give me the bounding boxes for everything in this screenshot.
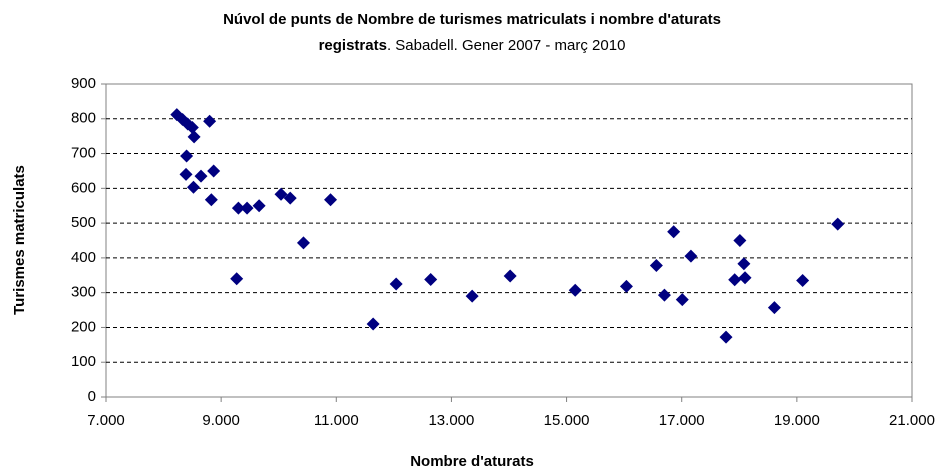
x-tick-label: 7.000 xyxy=(87,412,125,429)
point xyxy=(831,217,845,231)
point xyxy=(324,193,338,207)
chart-title: registrats xyxy=(319,37,387,54)
point xyxy=(274,187,288,201)
point xyxy=(796,273,810,287)
y-tick-label: 500 xyxy=(71,214,96,231)
point xyxy=(180,149,194,163)
point xyxy=(231,201,245,215)
chart-title-line: registrats. Sabadell. Gener 2007 - març … xyxy=(319,37,626,54)
point xyxy=(240,201,254,215)
point xyxy=(568,283,582,297)
y-tick-label: 400 xyxy=(71,249,96,266)
x-tick-label: 9.000 xyxy=(202,412,240,429)
y-tick-label: 200 xyxy=(71,318,96,335)
chart-title: Núvol de punts de Nombre de turismes mat… xyxy=(223,11,721,28)
y-tick-label: 100 xyxy=(71,353,96,370)
point xyxy=(719,330,733,344)
point xyxy=(424,272,438,286)
point xyxy=(207,164,221,178)
point xyxy=(738,271,752,285)
y-tick-label: 600 xyxy=(71,179,96,196)
x-tick-label: 11.000 xyxy=(314,412,359,429)
point xyxy=(657,288,671,302)
y-tick-label: 700 xyxy=(71,145,96,162)
point xyxy=(684,249,698,263)
x-tick-label: 19.000 xyxy=(774,412,820,429)
y-tick-label: 0 xyxy=(88,388,96,405)
point xyxy=(366,317,380,331)
point xyxy=(728,273,742,287)
point xyxy=(465,289,479,303)
y-tick-label: 900 xyxy=(71,75,96,92)
point xyxy=(503,269,517,283)
x-axis-label: Nombre d'aturats xyxy=(410,453,534,470)
point xyxy=(204,193,218,207)
point xyxy=(296,236,310,250)
point xyxy=(675,293,689,307)
point xyxy=(733,234,747,247)
chart-subtitle: . Sabadell. Gener 2007 - març 2010 xyxy=(387,37,625,54)
y-tick-label: 800 xyxy=(71,110,96,127)
point xyxy=(667,225,681,239)
x-tick-label: 15.000 xyxy=(544,412,590,429)
point xyxy=(194,169,208,183)
point xyxy=(252,199,266,213)
point xyxy=(203,114,217,128)
point xyxy=(649,259,663,273)
point xyxy=(283,191,297,205)
point xyxy=(230,272,244,286)
point xyxy=(187,180,201,194)
plot-area xyxy=(105,83,913,398)
point xyxy=(179,167,193,181)
y-tick-label: 300 xyxy=(71,284,96,301)
x-tick-label: 21.000 xyxy=(889,412,935,429)
y-axis-label: Turismes matriculats xyxy=(11,165,28,315)
point xyxy=(619,279,633,293)
point xyxy=(737,257,751,271)
x-tick-label: 13.000 xyxy=(428,412,474,429)
point xyxy=(389,277,403,291)
point xyxy=(767,301,781,315)
point xyxy=(187,130,201,144)
point xyxy=(185,120,199,134)
x-tick-label: 17.000 xyxy=(659,412,705,429)
